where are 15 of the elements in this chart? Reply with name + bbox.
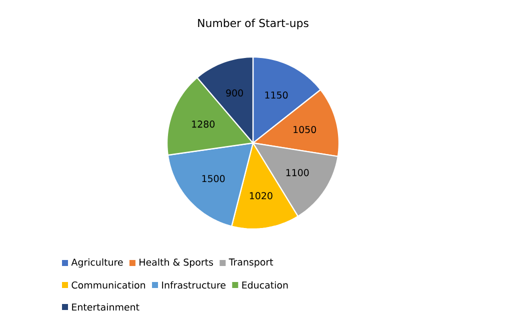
data-label: 1280 <box>192 120 215 128</box>
data-label: 1020 <box>250 192 272 200</box>
data-label: 1150 <box>265 91 288 99</box>
legend-label: Communication <box>72 281 146 289</box>
data-label: 1050 <box>294 126 316 134</box>
legend-label: Health & Sports <box>140 258 214 268</box>
data-label: 900 <box>226 89 243 97</box>
legend-label: Entertainment <box>72 303 140 311</box>
legend-label: Education <box>242 281 288 289</box>
data-label: 1100 <box>286 169 309 176</box>
legend-label: Agriculture <box>71 258 123 268</box>
legend-label: Transport <box>228 258 274 268</box>
data-label: 1500 <box>202 174 225 182</box>
chart-title: Number of Start-ups <box>198 18 308 30</box>
legend-label: Infrastructure <box>162 281 226 289</box>
